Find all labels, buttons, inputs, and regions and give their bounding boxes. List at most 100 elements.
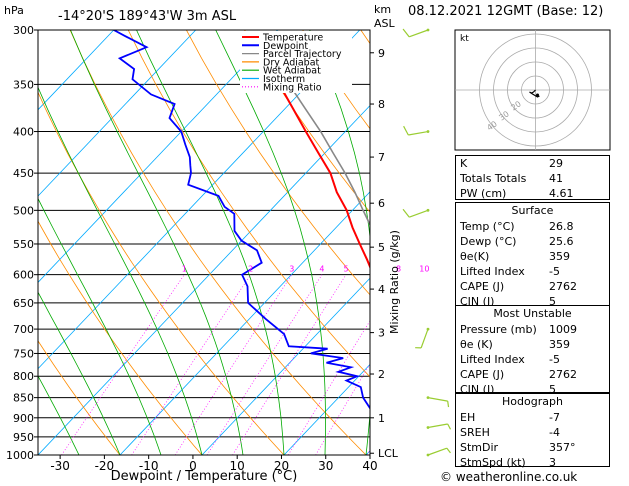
dry-adiabat-line <box>38 220 203 455</box>
pressure-tick-label: 400 <box>13 126 34 139</box>
temperature-tick-label: 0 <box>189 459 197 473</box>
temperature-tick-label: -30 <box>50 459 70 473</box>
wind-barb-base <box>426 28 430 32</box>
dry-adiabat-line <box>244 30 370 213</box>
x-axis-label: Dewpoint / Temperature (°C) <box>111 469 298 484</box>
mu-label: CAPE (J) <box>460 368 505 381</box>
most-unstable-table: Most Unstable Pressure (mb) 1009 θe (K) 35… <box>455 305 610 396</box>
surface-label: Dewp (°C) <box>460 235 517 248</box>
wet-adiabat-line <box>38 291 121 455</box>
wind-barb-staff <box>427 397 448 402</box>
series-parcel-trajectory-line <box>288 83 370 227</box>
hodo-row: StmSpd (kt) 3 <box>456 455 609 470</box>
isotherm-line <box>201 277 370 455</box>
mu-value: 359 <box>549 338 570 351</box>
mu-value: 5 <box>549 383 556 396</box>
mixing-ratio-line <box>174 274 292 455</box>
mu-row: Pressure (mb) 1009 <box>456 322 609 337</box>
hodograph-table-title: Hodograph <box>502 395 563 408</box>
mixing-ratio-value-label: 1 <box>182 265 187 274</box>
plot-frame <box>37 29 371 456</box>
surface-table: Surface Temp (°C) 26.8 Dewp (°C) 25.6 θe(K… <box>455 202 610 309</box>
altitude-tick-label: 8 <box>378 98 385 111</box>
pressure-tick-label: 950 <box>13 431 34 444</box>
temperature-tick-label: -20 <box>95 459 115 473</box>
wind-barb-staff <box>427 447 447 456</box>
surface-value: 25.6 <box>549 235 574 248</box>
altitude-tick-label: 2 <box>378 368 385 381</box>
hodo-row: StmDir 357° <box>456 440 609 455</box>
wet-adiabat-line <box>215 30 326 455</box>
wet-adiabat-line <box>38 375 80 455</box>
hodo-row: EH -7 <box>456 410 609 425</box>
index-row-k: K 29 <box>456 156 609 171</box>
temperature-tick-label: 30 <box>318 459 333 473</box>
hodograph-table: Hodograph EH -7 SREH -4 StmDir 357° StmSpd … <box>455 393 610 470</box>
altitude-tick-label: 9 <box>378 47 385 60</box>
altitude-tick-label: 1 <box>378 412 385 425</box>
pressure-tick-label: 350 <box>13 78 34 91</box>
legend-entry-label: Dewpoint <box>263 41 308 52</box>
pressure-tick-label: 650 <box>13 297 34 310</box>
dry-adiabat-line <box>38 340 121 455</box>
temperature-tick-label: 40 <box>362 459 377 473</box>
isotherm-line <box>38 30 197 197</box>
surface-value: 2762 <box>549 280 577 293</box>
hodo-label: SREH <box>460 426 490 439</box>
altitude-tick-label: 5 <box>378 241 385 254</box>
wet-adiabat-line <box>136 30 285 455</box>
forecast-date: 08.12.2021 12GMT (Base: 12) <box>408 4 604 19</box>
surface-label: Temp (°C) <box>460 220 515 233</box>
hodograph-unit-label: kt <box>460 34 469 44</box>
storm-motion-marker <box>536 93 539 97</box>
wind-barb-flag <box>402 28 410 38</box>
isotherm-line <box>38 104 370 455</box>
mu-row: CAPE (J) 2762 <box>456 367 609 382</box>
wind-barb-staff <box>420 328 429 349</box>
legend-entry-label: Isotherm <box>263 74 305 85</box>
chart-axes: 1234581015202530035040045050055060065070… <box>6 24 541 473</box>
index-label: K <box>460 157 468 170</box>
surface-row: Dewp (°C) 25.6 <box>456 234 609 249</box>
wind-barb-base <box>426 396 430 400</box>
skewt-plot-lines <box>38 30 435 455</box>
index-value: 29 <box>549 157 563 170</box>
isotherm-line <box>38 30 279 283</box>
wind-barb-staff <box>409 29 429 38</box>
legend-entry-label: Wet Adiabat <box>263 66 321 77</box>
wind-barb-base <box>426 208 430 212</box>
wind-barb-staff <box>427 423 448 429</box>
altitude-tick-label: 4 <box>378 283 385 296</box>
pressure-unit-label: hPa <box>4 4 24 17</box>
mu-value: 1009 <box>549 323 577 336</box>
index-row-pw: PW (cm) 4.61 <box>456 186 609 201</box>
wet-adiabat-line <box>38 86 203 455</box>
mixing-ratio-value-label: 8 <box>396 265 401 274</box>
pressure-tick-label: 800 <box>13 370 34 383</box>
pressure-tick-label: 500 <box>13 204 34 217</box>
wind-barb-base <box>426 327 430 331</box>
surface-row: CAPE (J) 2762 <box>456 279 609 294</box>
surface-row: CIN (J) 5 <box>456 294 609 309</box>
surface-value: 359 <box>549 250 570 263</box>
hodograph-trace <box>529 89 540 98</box>
pressure-tick-label: 1000 <box>6 449 34 462</box>
index-value: 4.61 <box>549 187 574 200</box>
altitude-tick-label: LCL <box>378 447 399 460</box>
wet-adiabat-line <box>407 30 435 455</box>
mu-value: 2762 <box>549 368 577 381</box>
pressure-tick-label: 750 <box>13 347 34 360</box>
index-label: PW (cm) <box>460 187 507 200</box>
index-label: Totals Totals <box>460 172 527 185</box>
hodo-row: SREH -4 <box>456 425 609 440</box>
hodo-value: 3 <box>549 456 556 469</box>
hodo-value: 357° <box>549 441 576 454</box>
hodo-value: -7 <box>549 411 560 424</box>
surface-row: Lifted Index -5 <box>456 264 609 279</box>
dry-adiabat-line <box>186 30 370 296</box>
legend-entry-label: Parcel Trajectory <box>263 49 342 60</box>
pressure-tick-label: 900 <box>13 412 34 425</box>
series-dewpoint-line <box>113 30 370 410</box>
mixing-ratio-line <box>61 274 185 455</box>
